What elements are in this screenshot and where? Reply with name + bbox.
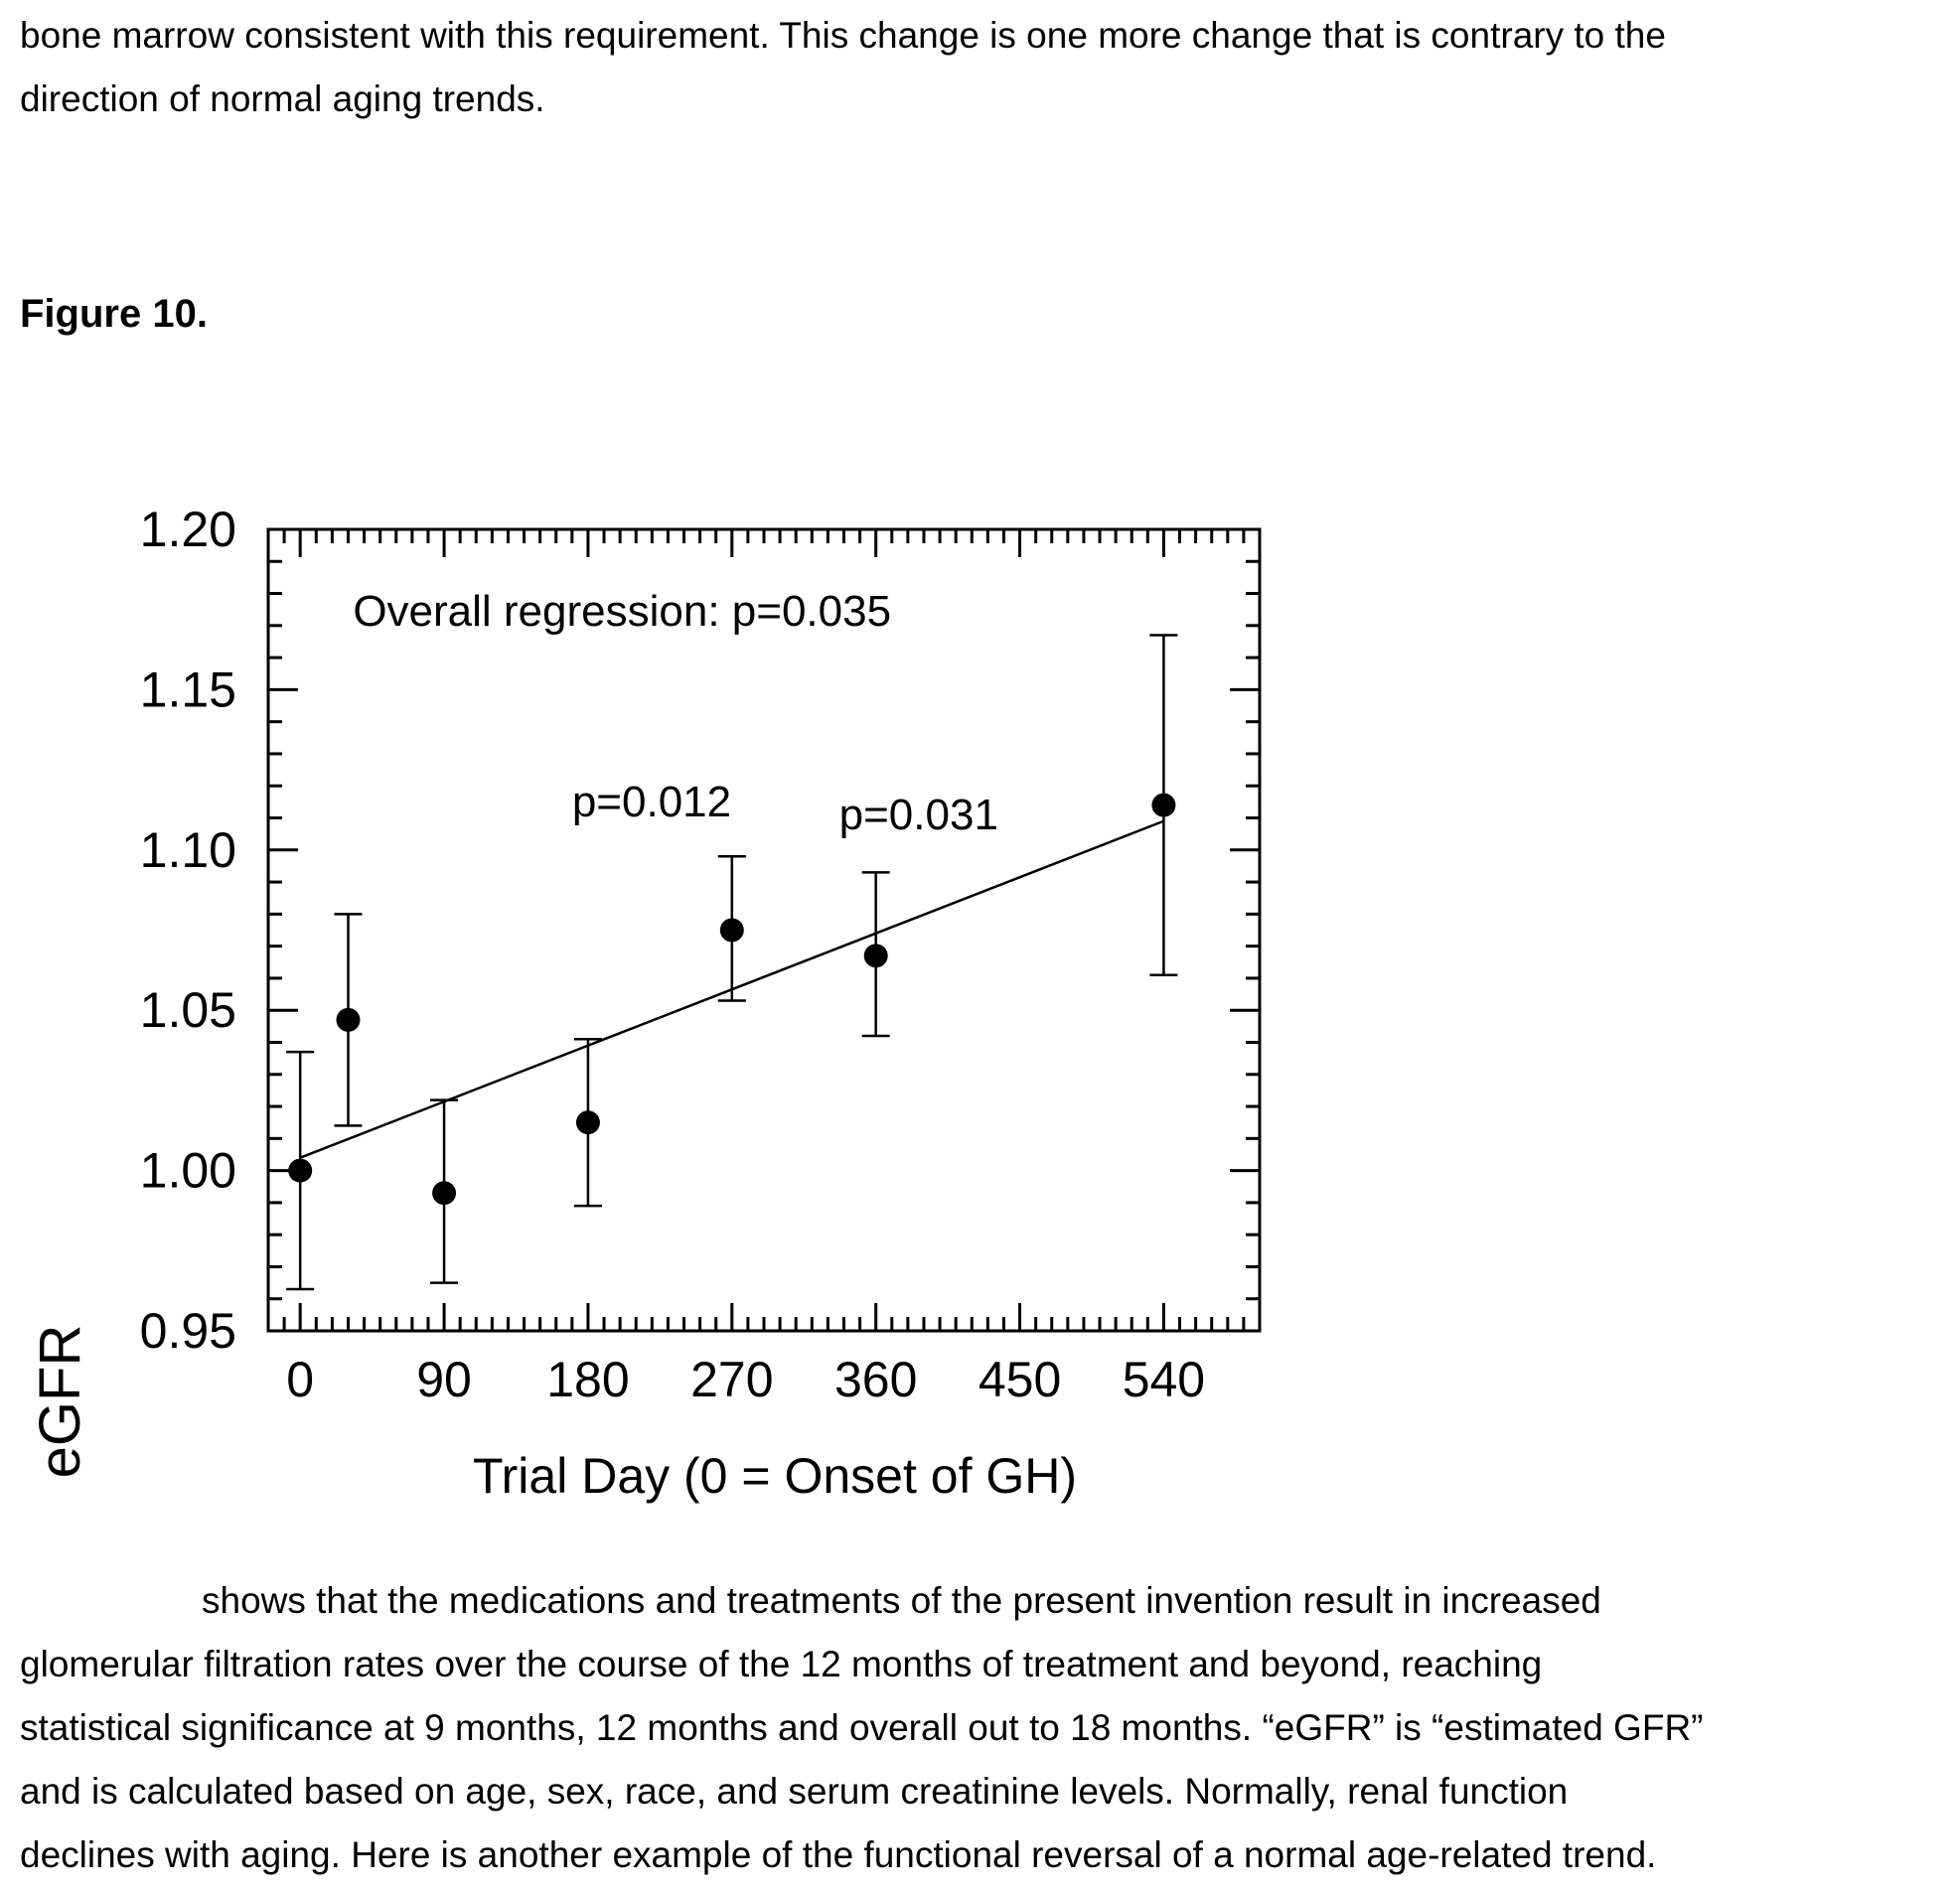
- y-tick-label: 1.15: [140, 661, 236, 717]
- annotation: p=0.012: [572, 778, 731, 826]
- bottom-paragraph-line-5: declines with aging. Here is another exa…: [20, 1834, 1657, 1875]
- bottom-paragraph-line-2: glomerular filtration rates over the cou…: [20, 1644, 1543, 1684]
- x-tick-label: 0: [286, 1352, 314, 1407]
- annotation: Overall regression: p=0.035: [353, 587, 891, 636]
- data-point: [336, 1007, 361, 1032]
- annotation: p=0.031: [839, 791, 998, 839]
- x-tick-label: 270: [690, 1352, 773, 1407]
- x-tick-label: 540: [1123, 1352, 1205, 1407]
- top-paragraph: bone marrow consistent with this require…: [20, 4, 1947, 131]
- x-axis-label: Trial Day (0 = Onset of GH): [473, 1448, 1077, 1504]
- x-tick-label: 90: [416, 1352, 472, 1407]
- y-tick-label: 0.95: [140, 1303, 236, 1359]
- x-tick-label: 450: [979, 1352, 1061, 1407]
- data-point: [1151, 793, 1176, 817]
- data-point: [863, 944, 888, 968]
- y-tick-labels: 0.95 1.00 1.05 1.10 1.15 1.20: [140, 502, 236, 1359]
- data-point: [288, 1158, 313, 1183]
- y-tick-label: 1.05: [140, 982, 236, 1038]
- top-paragraph-line-2: direction of normal aging trends.: [20, 78, 545, 119]
- bottom-paragraph-line-3: statistical significance at 9 months, 12…: [20, 1707, 1704, 1748]
- data-point: [575, 1110, 600, 1135]
- figure-label: Figure 10.: [20, 292, 208, 336]
- egfr-chart: 0.95 1.00 1.05 1.10 1.15 1.20 0 90 180 270 360 450…: [28, 502, 1262, 1504]
- minor-ticks: [268, 529, 1260, 1331]
- top-paragraph-line-1: bone marrow consistent with this require…: [20, 15, 1666, 56]
- x-tick-label: 360: [834, 1352, 917, 1407]
- x-tick-label: 180: [546, 1352, 629, 1407]
- data-points: [288, 793, 1176, 1206]
- y-tick-label: 1.20: [140, 502, 236, 557]
- bottom-paragraph-line-4: and is calculated based on age, sex, rac…: [20, 1771, 1569, 1812]
- x-tick-labels: 0 90 180 270 360 450 540: [286, 1352, 1205, 1407]
- annotations: Overall regression: p=0.035 p=0.012 p=0.03…: [353, 587, 998, 839]
- plot-frame: [266, 527, 1262, 1333]
- error-bars: [286, 634, 1178, 1291]
- bottom-paragraph-line-1: shows that the medications and treatment…: [202, 1580, 1601, 1621]
- y-axis-label: eGFR: [28, 1325, 92, 1479]
- major-ticks: [268, 527, 1260, 1333]
- data-point: [432, 1181, 457, 1206]
- data-point: [719, 918, 744, 943]
- y-tick-label: 1.10: [140, 822, 236, 878]
- plot-border: [266, 527, 1262, 1333]
- y-tick-label: 1.00: [140, 1143, 236, 1199]
- bottom-paragraph: shows that the medications and treatment…: [20, 1569, 1947, 1887]
